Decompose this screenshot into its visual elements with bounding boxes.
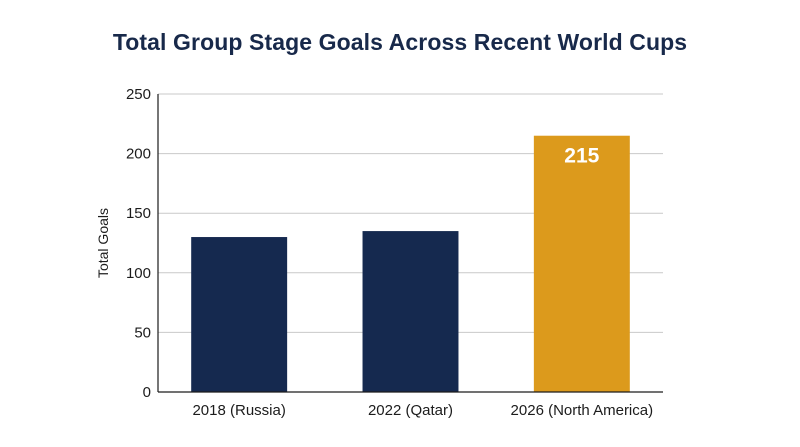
y-tick-label: 200: [126, 146, 151, 163]
y-tick-label: 0: [143, 384, 151, 401]
x-tick-label: 2022 (Qatar): [368, 402, 453, 419]
x-tick-label: 2026 (North America): [511, 402, 654, 419]
y-tick-label: 50: [134, 324, 151, 341]
y-tick-label: 250: [126, 86, 151, 103]
bar: [533, 135, 630, 392]
y-tick-label: 150: [126, 205, 151, 222]
bar: [362, 231, 459, 392]
labels: 0 50 100 150 200 250 2018 (Russia) 2022 (Qatar)…: [126, 86, 653, 419]
x-tick-label: 2018 (Russia): [192, 402, 285, 419]
y-axis-title: Total Goals: [95, 208, 111, 278]
bar: [191, 237, 288, 392]
y-tick-label: 100: [126, 265, 151, 282]
chart-title: Total Group Stage Goals Across Recent Wo…: [112, 29, 688, 55]
data-label: 215: [564, 145, 599, 168]
bars: [191, 135, 630, 392]
axes: [157, 94, 663, 393]
